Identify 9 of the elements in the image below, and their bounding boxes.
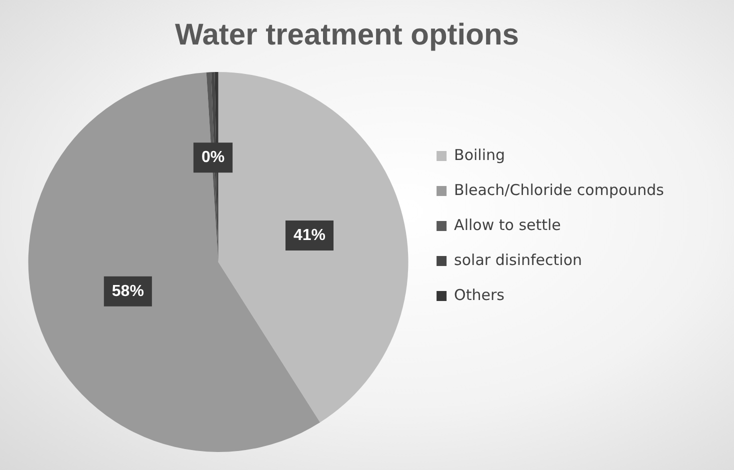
legend-label: Bleach/Chloride compounds [454, 180, 664, 199]
legend-label: Boiling [454, 146, 506, 164]
legend-label: Allow to settle [454, 216, 561, 234]
legend-label: Others [454, 286, 505, 304]
legend-label: solar disinfection [454, 250, 582, 269]
data-label: 58% [112, 282, 144, 300]
chart-title: Water treatment options [175, 18, 519, 52]
data-label: 41% [293, 226, 326, 244]
data-label: 0% [201, 149, 225, 166]
